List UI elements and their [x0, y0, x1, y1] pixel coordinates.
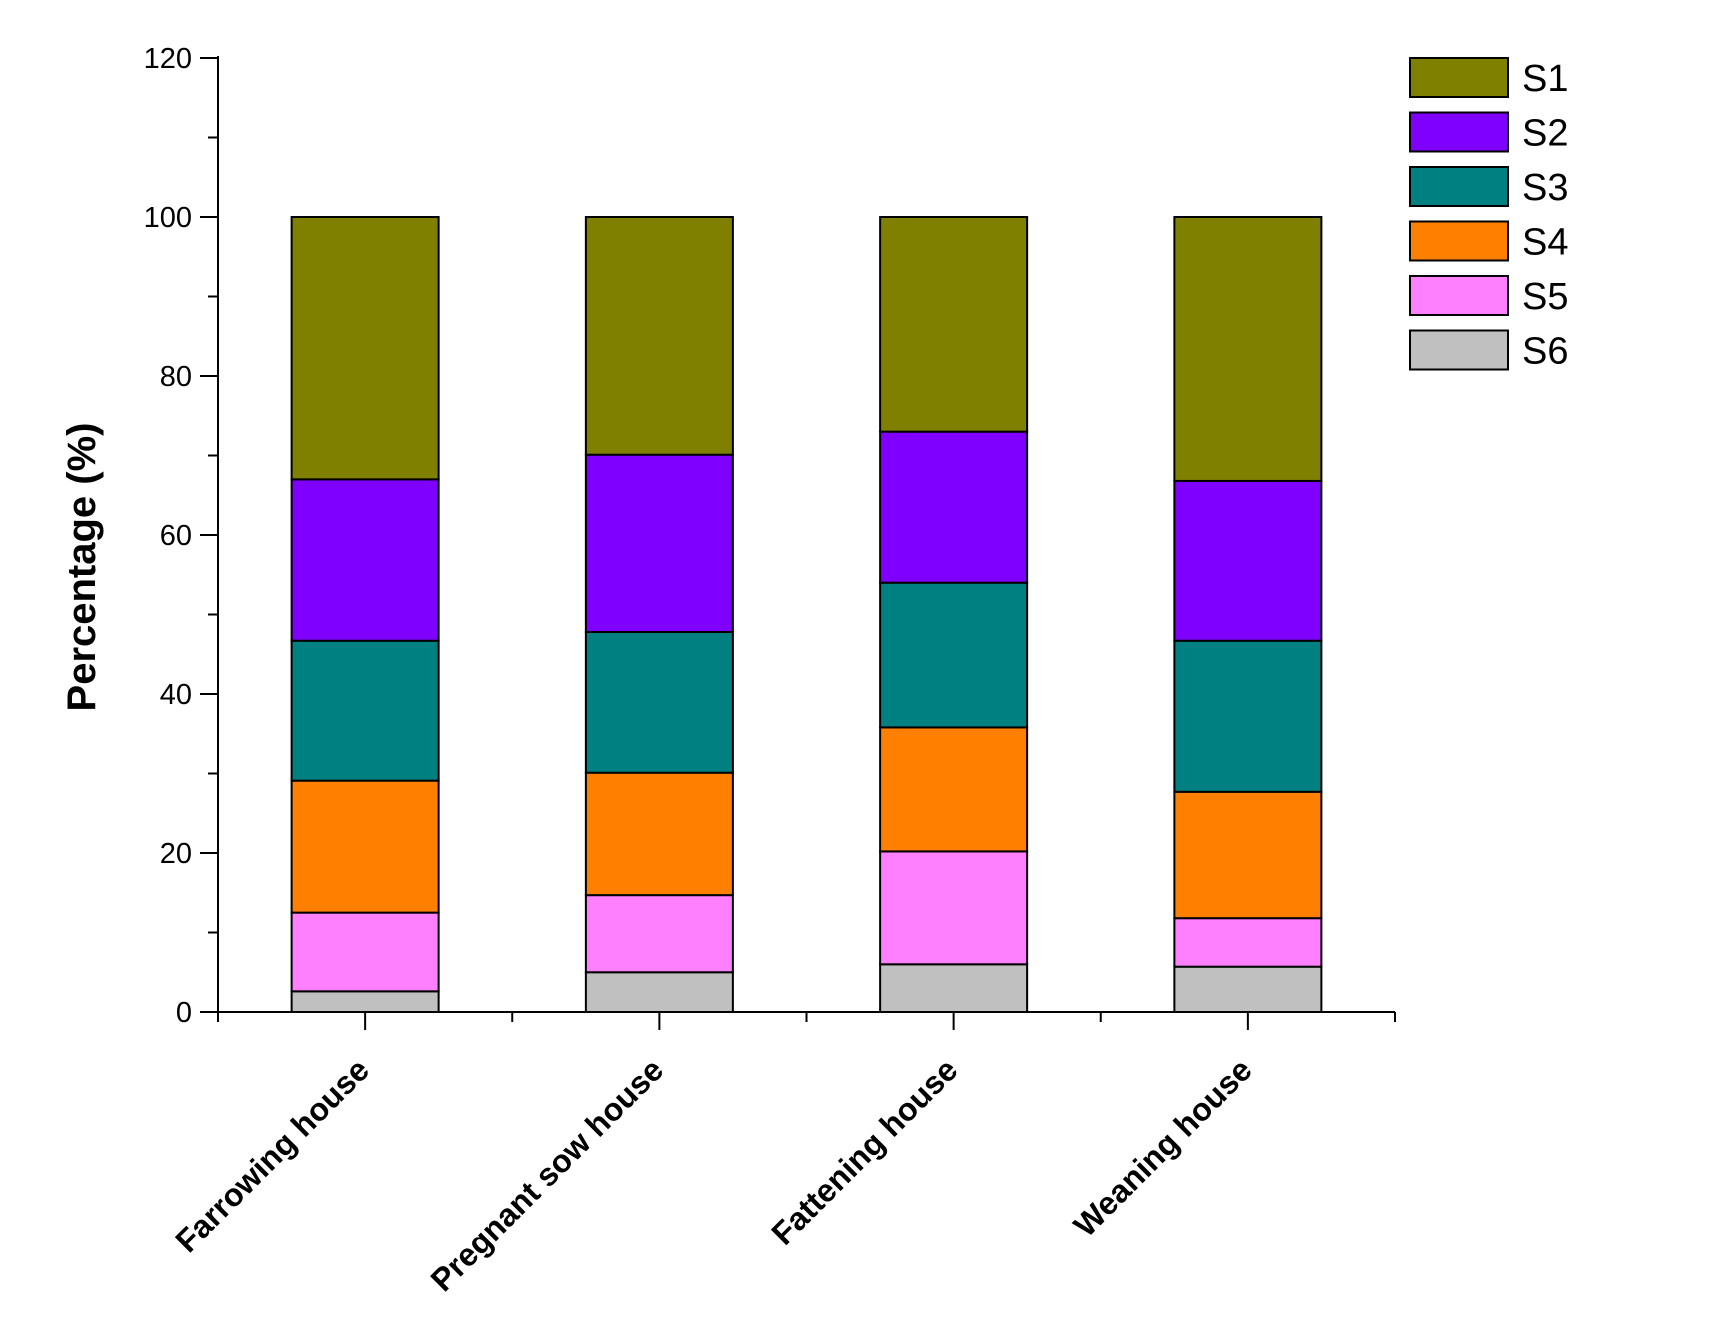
bar-segment-s2-4: [1173, 479, 1323, 642]
legend-label-s3: S3: [1522, 167, 1568, 209]
y-axis-title-group: Percentage (%): [60, 423, 104, 712]
legend-swatch-s3: [1409, 166, 1509, 207]
x-tick-label: Fattening house: [764, 1051, 964, 1251]
legend-label-s6: S6: [1522, 331, 1568, 373]
axes-group: 0 20 40 60 80 100 120: [144, 43, 1396, 1030]
bar-segment-s3-2: [584, 630, 734, 774]
bar-segment-s4-3: [879, 726, 1029, 853]
bar-segment-s4-4: [1173, 790, 1323, 920]
category-labels-group: Farrowing house Pregnant sow house Fatteni…: [168, 1051, 1258, 1298]
legend-label-s2: S2: [1522, 113, 1568, 155]
legend: S1 S2 S3 S4 S5 S6: [1409, 57, 1568, 373]
legend-swatch-s6: [1409, 329, 1509, 371]
bar-segment-s5-3: [879, 850, 1029, 966]
y-tick-label: 80: [160, 361, 192, 393]
x-tick-label: Pregnant sow house: [424, 1051, 671, 1298]
bar-segment-s3-4: [1173, 639, 1323, 793]
legend-swatch-s1: [1409, 57, 1509, 98]
bar-segment-s6-3: [879, 963, 1029, 1013]
x-tick-label: Farrowing house: [168, 1051, 376, 1259]
bar-segment-s1-4: [1173, 216, 1323, 482]
legend-label-s4: S4: [1522, 222, 1568, 264]
bar-segment-s2-3: [879, 430, 1029, 584]
bar-segment-s4-2: [584, 771, 734, 897]
y-tick-label: 100: [144, 202, 192, 234]
bar-segment-s2-1: [290, 478, 440, 642]
bar-segment-s5-4: [1173, 917, 1323, 968]
y-tick-label: 60: [160, 520, 192, 552]
y-tick-label: 120: [144, 43, 192, 75]
y-tick-label: 20: [160, 838, 192, 870]
legend-label-s5: S5: [1522, 276, 1568, 318]
y-axis-title: Percentage (%): [60, 423, 104, 712]
bar-segment-s1-1: [290, 216, 440, 481]
legend-label-s1: S1: [1522, 58, 1568, 100]
bar-segment-s2-2: [584, 453, 734, 633]
bar-segment-s6-2: [584, 971, 734, 1013]
bar-segment-s1-2: [584, 216, 734, 456]
bars-group: [290, 216, 1323, 1014]
bar-segment-s3-1: [290, 639, 440, 782]
bar-segment-s4-1: [290, 779, 440, 914]
bar-segment-s6-4: [1173, 965, 1323, 1013]
y-tick-label: 40: [160, 679, 192, 711]
legend-swatch-s4: [1409, 220, 1509, 262]
x-tick-label: Weaning house: [1067, 1051, 1259, 1243]
bar-segment-s3-3: [879, 581, 1029, 729]
bar-segment-s5-1: [290, 911, 440, 993]
bar-segment-s1-3: [879, 216, 1029, 433]
bar-segment-s6-1: [290, 990, 440, 1014]
legend-swatch-s5: [1409, 275, 1509, 316]
y-tick-label: 0: [176, 997, 192, 1029]
legend-swatch-s2: [1409, 111, 1509, 153]
bar-segment-s5-2: [584, 894, 734, 974]
